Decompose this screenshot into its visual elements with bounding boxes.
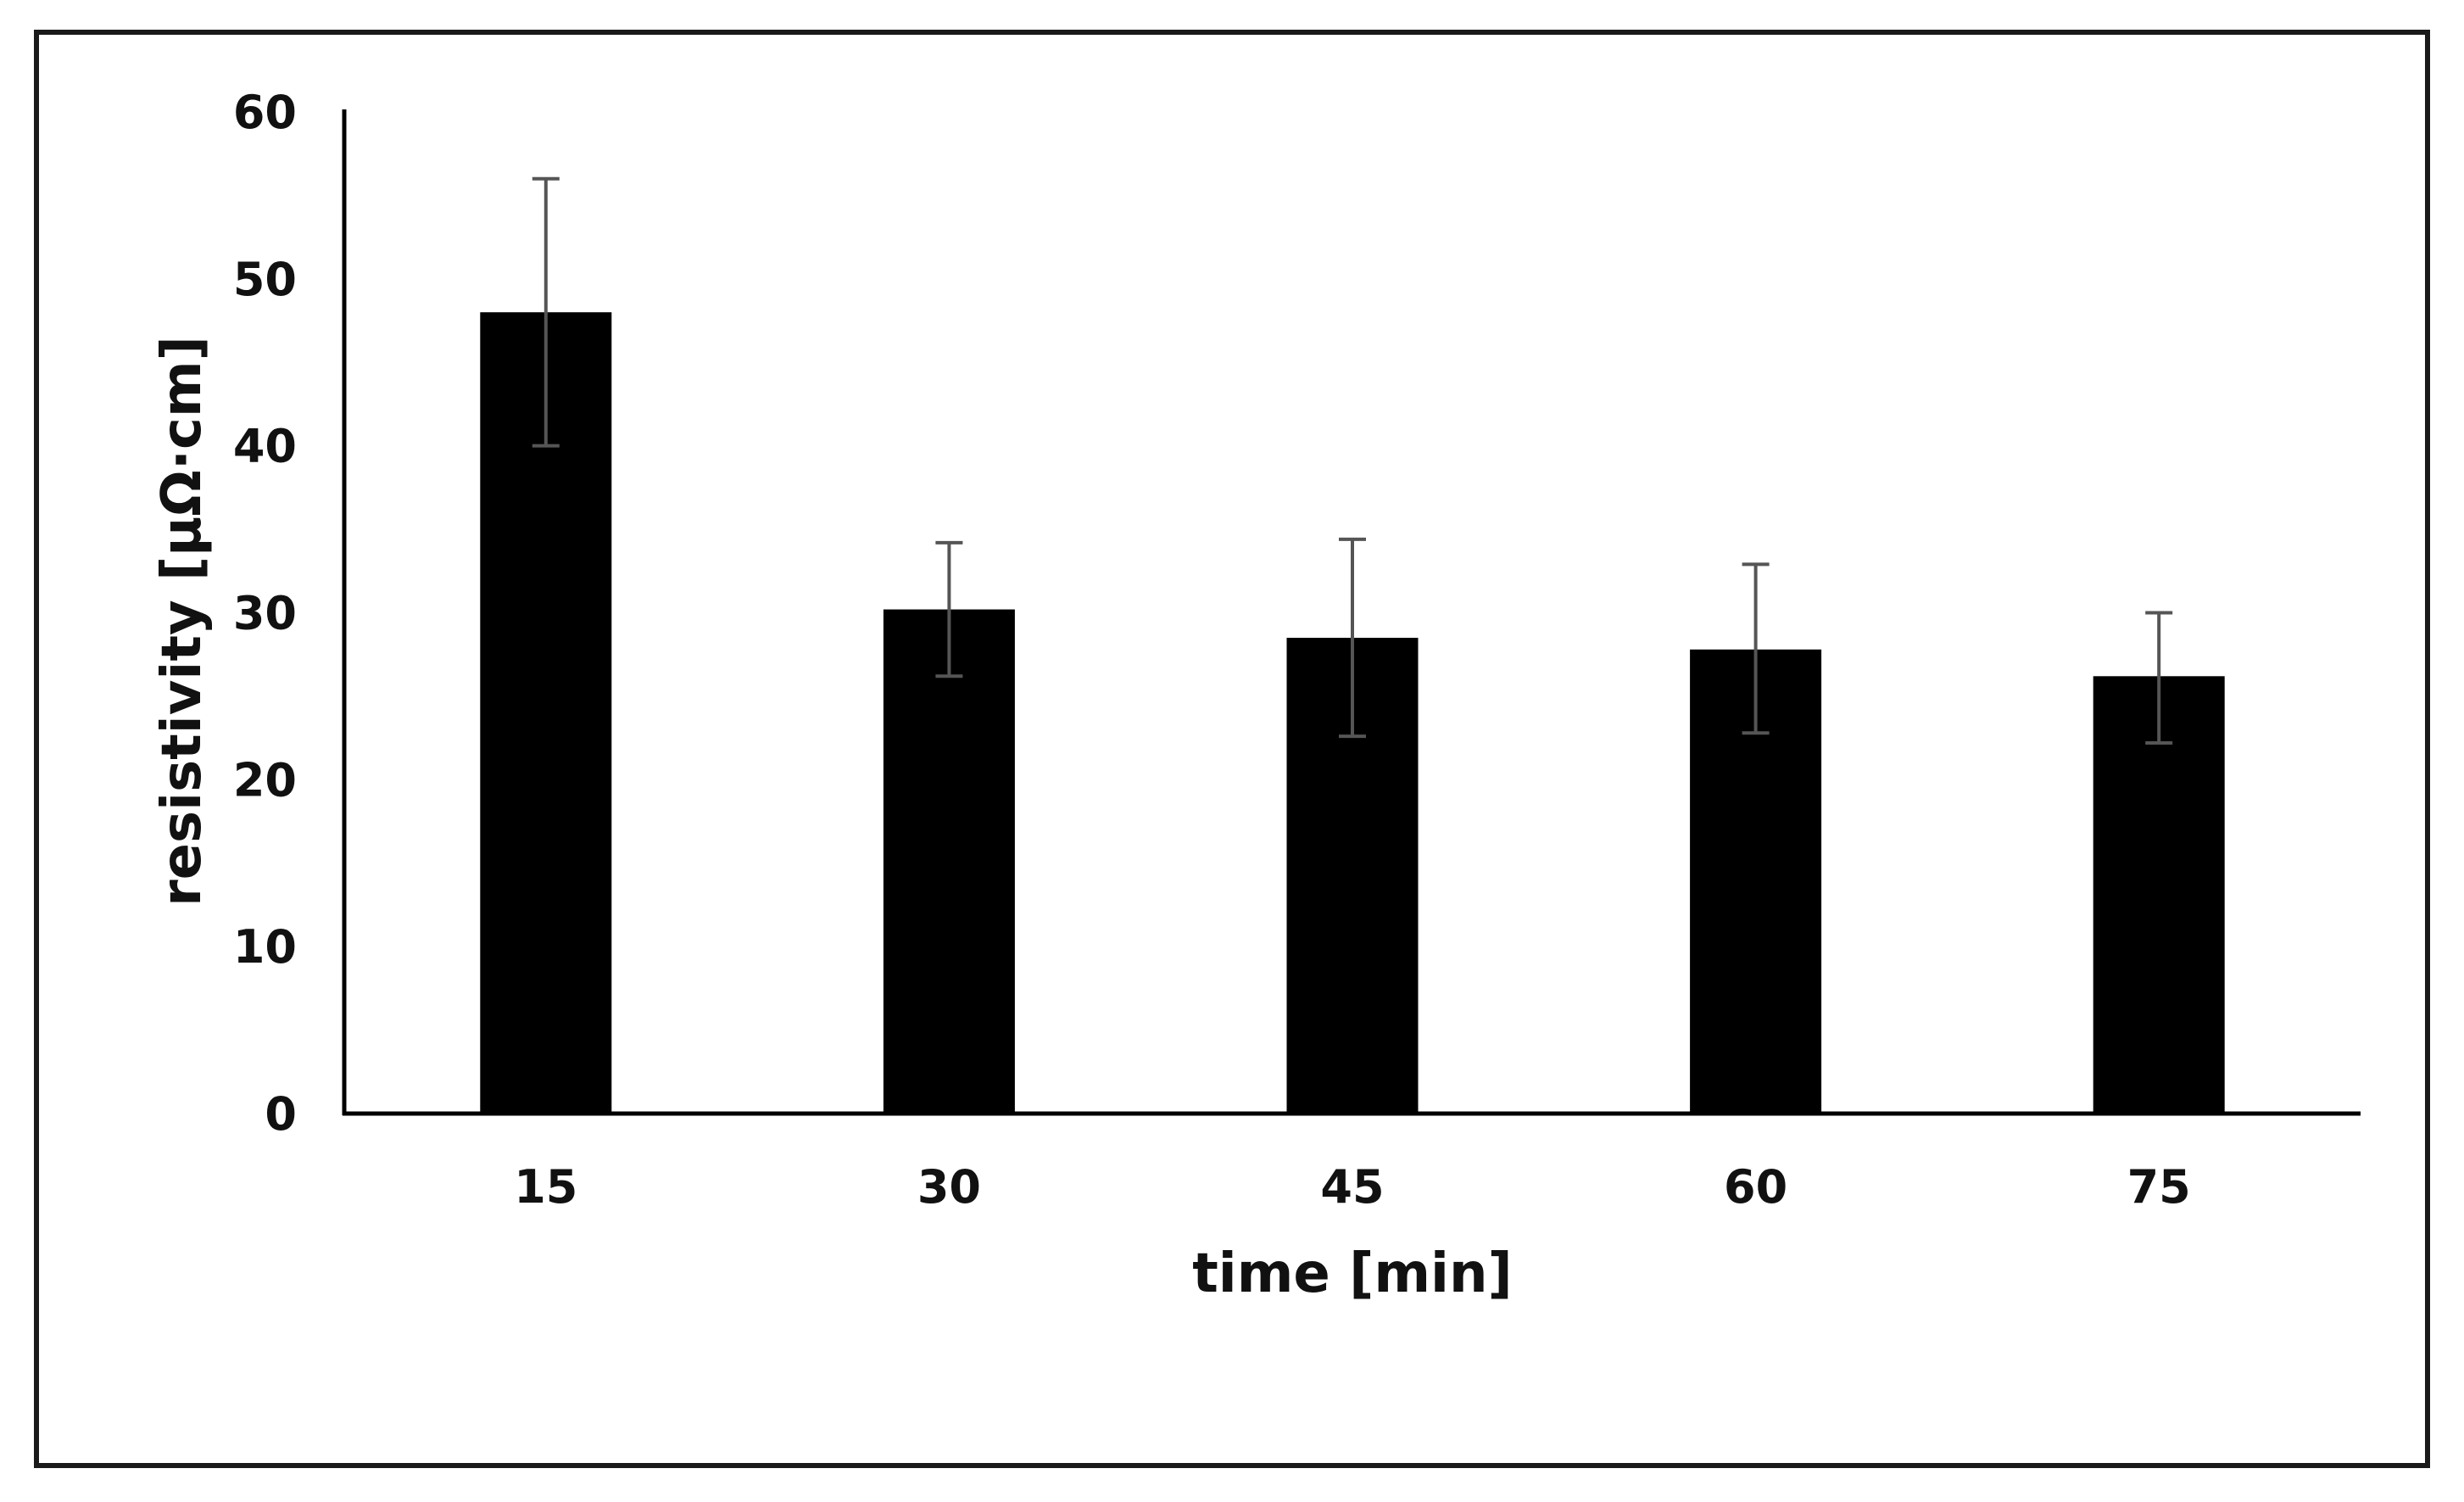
x-tick-label: 45 [1320, 1160, 1384, 1214]
x-tick-label: 60 [1724, 1160, 1787, 1214]
bar-chart: 0 10 20 30 40 50 60 15 30 45 60 75 time [min] resis… [151, 86, 2361, 1305]
bar-30 [883, 609, 1015, 1114]
x-axis-title: time [min] [1192, 1242, 1513, 1305]
chart-frame: 0 10 20 30 40 50 60 15 30 45 60 75 time [min] resis… [34, 30, 2430, 1468]
y-axis-title: resistivity [μΩ·cm] [151, 336, 214, 907]
error-bar-75 [2145, 611, 2173, 745]
axes-layer [342, 109, 2361, 1116]
error-bars-layer [532, 176, 2173, 745]
y-tick-label: 40 [233, 420, 297, 473]
x-tick-label: 75 [2127, 1160, 2191, 1214]
tick-labels-layer: 0 10 20 30 40 50 60 15 30 45 60 75 [233, 86, 2191, 1214]
y-tick-label: 60 [233, 86, 297, 139]
y-tick-label: 0 [265, 1087, 297, 1141]
y-tick-label: 50 [233, 253, 297, 306]
error-bar-15 [532, 176, 560, 448]
error-bar-45 [1339, 537, 1366, 739]
y-tick-label: 20 [233, 753, 297, 807]
error-bar-30 [935, 540, 963, 678]
x-tick-label: 30 [917, 1160, 981, 1214]
y-tick-label: 30 [233, 587, 297, 640]
x-tick-label: 15 [514, 1160, 577, 1214]
y-tick-label: 10 [233, 920, 297, 974]
bar-75 [2093, 676, 2225, 1114]
error-bar-60 [1742, 562, 1770, 735]
